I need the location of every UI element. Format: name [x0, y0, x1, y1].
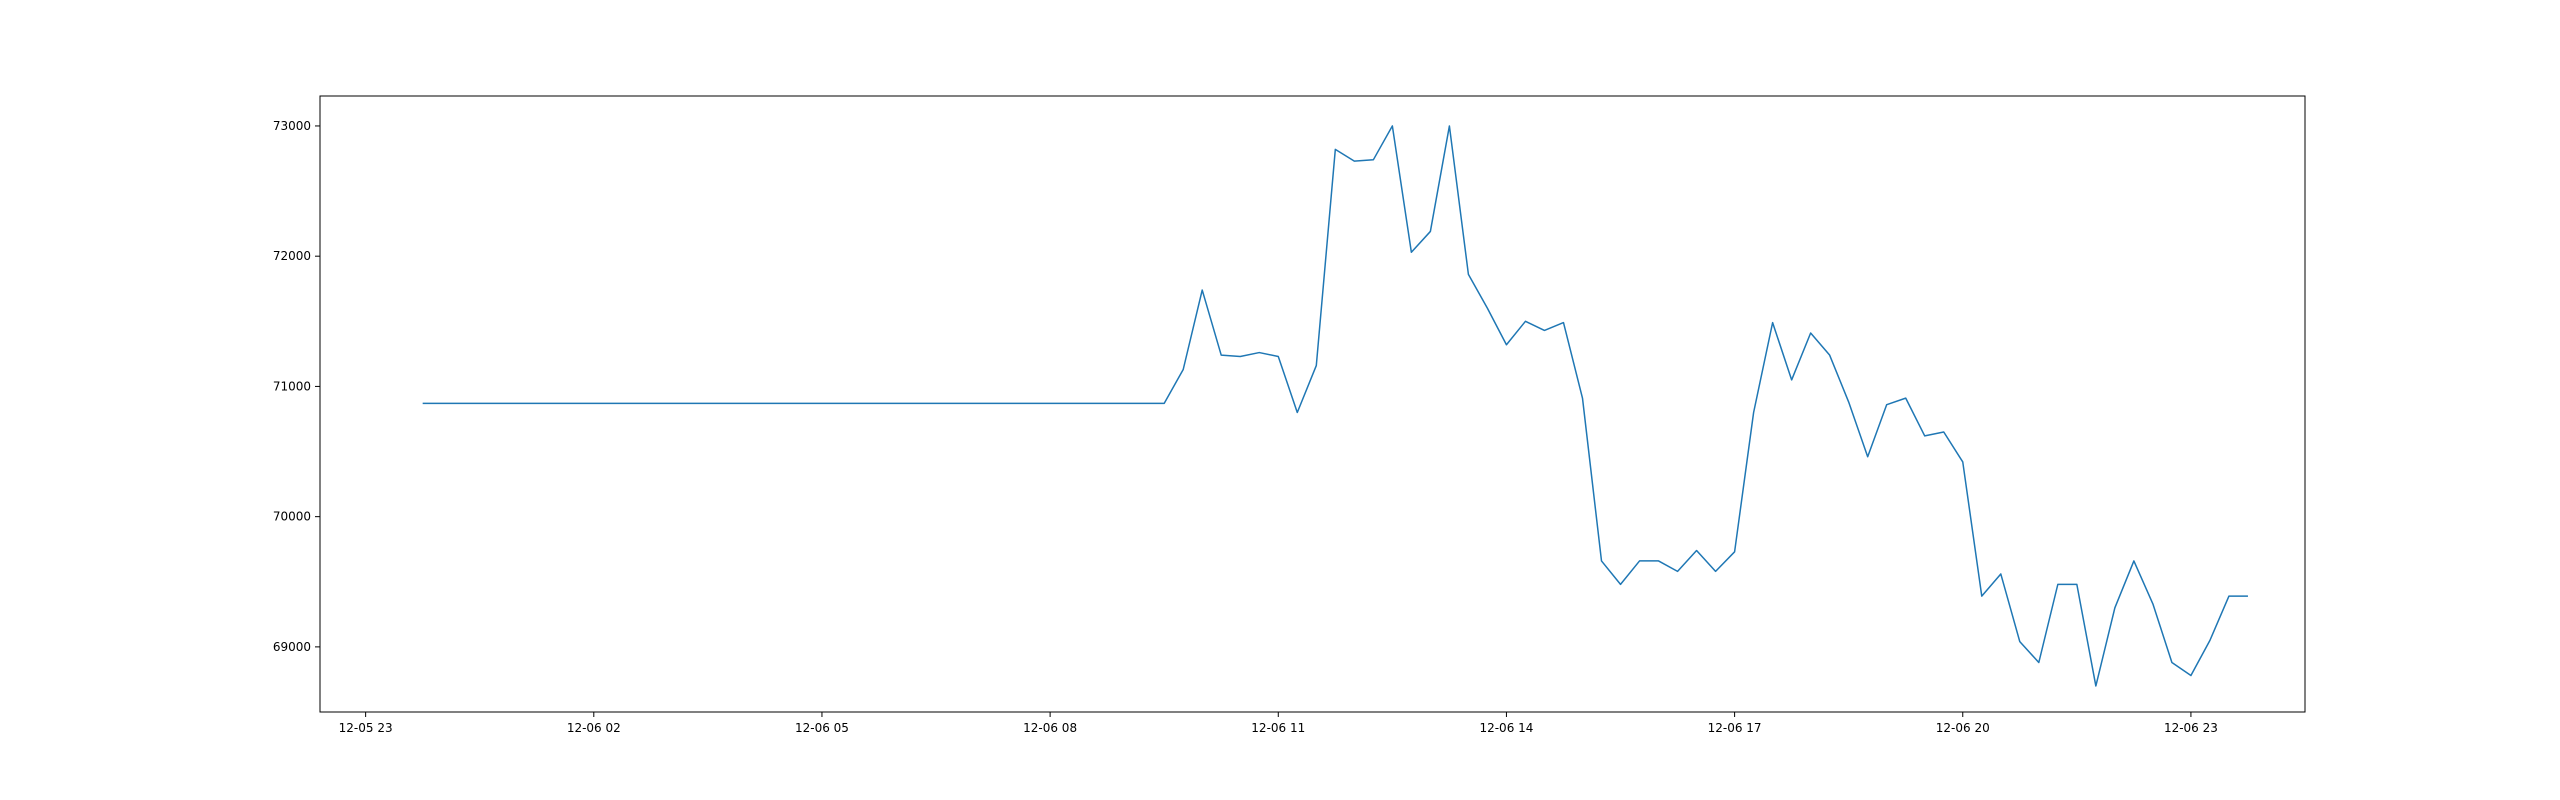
x-tick-label: 12-06 23	[2164, 721, 2218, 735]
x-tick-label: 12-06 05	[795, 721, 849, 735]
plot-frame	[319, 95, 2306, 713]
y-tick-label: 69000	[273, 640, 311, 654]
x-axis: 12-05 23 12-06 02 12-06 05 12-06 08 12-06 11…	[339, 712, 2218, 735]
x-tick-label: 12-06 14	[1479, 721, 1533, 735]
x-tick-label: 12-05 23	[339, 721, 393, 735]
series-line-price	[422, 125, 2248, 687]
y-tick-label: 70000	[273, 510, 311, 524]
x-tick-label: 12-06 17	[1708, 721, 1762, 735]
y-tick-label: 71000	[273, 379, 311, 393]
x-tick-label: 12-06 08	[1023, 721, 1077, 735]
x-tick-label: 12-06 02	[567, 721, 621, 735]
x-tick-label: 12-06 11	[1251, 721, 1305, 735]
y-axis: 69000 70000 71000 72000 73000	[273, 119, 320, 654]
x-tick-label: 12-06 20	[1936, 721, 1990, 735]
y-tick-label: 73000	[273, 119, 311, 133]
series-layer	[422, 125, 2248, 687]
y-tick-label: 72000	[273, 249, 311, 263]
